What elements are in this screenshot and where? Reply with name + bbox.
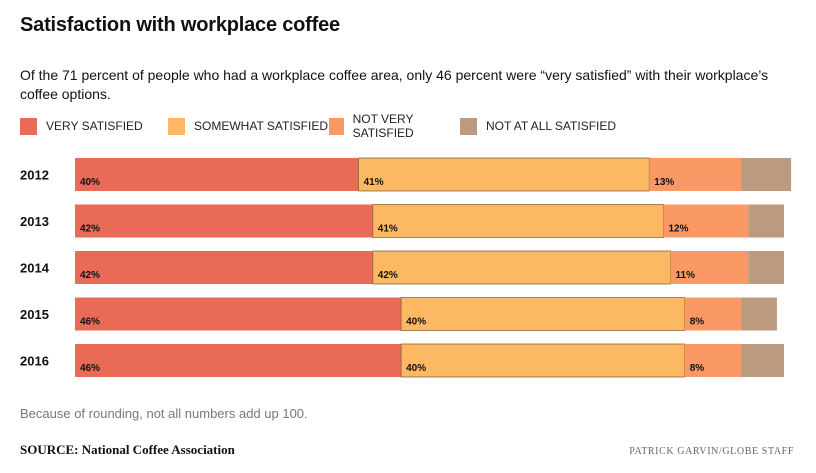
- value-label-2016-not-very-satisfied: 8%: [690, 363, 705, 374]
- bar-2012-very-satisfied: [75, 158, 359, 191]
- value-label-2014-not-very-satisfied: 11%: [676, 270, 696, 281]
- bar-2013-not-very-satisfied: [663, 204, 749, 238]
- rounding-note: Because of rounding, not all numbers add…: [20, 406, 308, 421]
- bar-2012-not-very-satisfied: [649, 158, 742, 191]
- bar-2015-somewhat-satisfied: [400, 297, 686, 331]
- legend-swatch-not-at-all-satisfied: [460, 117, 477, 135]
- value-label-2013-somewhat-satisfied: 41%: [378, 224, 398, 235]
- legend-item-not-very-satisfied: NOT VERY SATISFIED: [329, 112, 460, 140]
- value-label-2015-somewhat-satisfied: 40%: [406, 317, 426, 328]
- staff-credit: PATRICK GARVIN/GLOBE STAFF: [629, 446, 794, 457]
- bar-2014-somewhat-satisfied: [372, 250, 671, 285]
- chart-legend: VERY SATISFIED SOMEWHAT SATISFIED NOT VE…: [20, 112, 617, 140]
- bar-2013-somewhat-satisfied: [372, 204, 664, 238]
- legend-label-not-at-all-satisfied: NOT AT ALL SATISFIED: [486, 119, 617, 133]
- year-label-2012: 2012: [20, 168, 49, 183]
- bar-2016-very-satisfied: [75, 344, 402, 377]
- value-label-2012-somewhat-satisfied: 41%: [364, 177, 384, 188]
- value-label-2013-very-satisfied: 42%: [80, 224, 100, 235]
- value-label-2016-very-satisfied: 46%: [80, 363, 100, 374]
- value-label-2015-not-very-satisfied: 8%: [690, 317, 705, 328]
- value-label-2016-somewhat-satisfied: 40%: [406, 363, 426, 374]
- legend-swatch-somewhat-satisfied: [168, 117, 185, 135]
- bar-2015-very-satisfied: [75, 297, 402, 331]
- value-label-2012-very-satisfied: 40%: [80, 177, 100, 188]
- bar-2013-not-at-all-satisfied: [748, 204, 784, 238]
- legend-swatch-very-satisfied: [20, 117, 37, 135]
- bar-2015-not-very-satisfied: [684, 297, 742, 331]
- value-label-2015-very-satisfied: 46%: [80, 317, 100, 328]
- year-label-2014: 2014: [20, 261, 50, 276]
- legend-item-not-at-all-satisfied: NOT AT ALL SATISFIED: [460, 117, 617, 135]
- bar-2016-not-very-satisfied: [684, 344, 742, 377]
- year-label-2016: 2016: [20, 354, 49, 369]
- value-label-2014-very-satisfied: 42%: [80, 270, 100, 281]
- legend-swatch-not-very-satisfied: [329, 117, 344, 135]
- value-label-2014-somewhat-satisfied: 42%: [378, 270, 398, 281]
- value-label-2012-not-very-satisfied: 13%: [654, 177, 674, 188]
- bar-2012-somewhat-satisfied: [358, 157, 650, 192]
- stacked-bar-chart: 2012 40% 41% 13% 2013 42% 41% 12% 2014 42% 42% 11% 2…: [20, 157, 792, 378]
- value-label-2013-not-very-satisfied: 12%: [668, 224, 688, 235]
- legend-label-very-satisfied: VERY SATISFIED: [46, 119, 143, 133]
- bar-2014-not-at-all-satisfied: [748, 251, 784, 284]
- legend-item-somewhat-satisfied: SOMEWHAT SATISFIED: [168, 117, 329, 135]
- bar-2012-not-at-all-satisfied: [741, 158, 792, 191]
- legend-label-somewhat-satisfied: SOMEWHAT SATISFIED: [194, 119, 329, 133]
- source-line: SOURCE: National Coffee Association: [20, 442, 235, 457]
- bar-2014-not-very-satisfied: [670, 251, 749, 284]
- chart-title: Satisfaction with workplace coffee: [20, 14, 340, 36]
- legend-label-not-very-satisfied: NOT VERY SATISFIED: [352, 112, 414, 140]
- legend-item-very-satisfied: VERY SATISFIED: [20, 117, 168, 135]
- bar-2016-not-at-all-satisfied: [741, 344, 784, 377]
- bar-2016-somewhat-satisfied: [400, 343, 686, 378]
- year-label-2015: 2015: [20, 307, 49, 322]
- bar-2015-not-at-all-satisfied: [741, 297, 777, 331]
- bar-2013-very-satisfied: [75, 204, 373, 238]
- chart-subtitle: Of the 71 percent of people who had a wo…: [20, 67, 769, 102]
- year-label-2013: 2013: [20, 214, 49, 229]
- bar-2014-very-satisfied: [75, 251, 373, 284]
